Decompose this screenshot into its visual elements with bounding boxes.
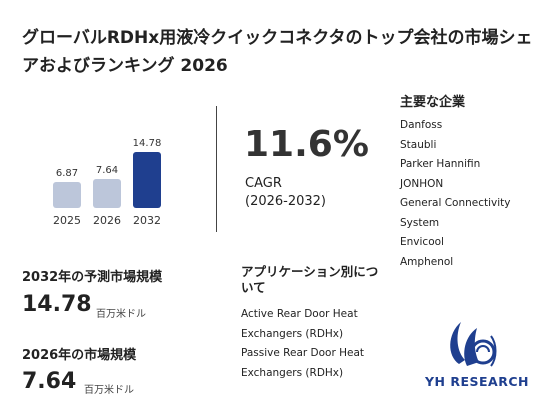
applications-title: アプリケーション別について xyxy=(241,264,379,295)
bar-value-label: 6.87 xyxy=(56,168,78,179)
bar-2026 xyxy=(93,179,121,208)
market-2032-value: 14.78 xyxy=(22,292,92,317)
cagr-value: 11.6% xyxy=(244,124,369,165)
divider xyxy=(216,106,217,232)
company-item: System xyxy=(400,216,440,229)
bar-value-label: 14.78 xyxy=(133,138,162,149)
application-item: Active Rear Door Heat Exchangers (RDHx) xyxy=(241,308,358,340)
logo-text: YH RESEARCH xyxy=(424,374,529,389)
cagr-label: CAGR xyxy=(245,176,282,191)
logo-icon xyxy=(450,322,497,367)
applications-list: Active Rear Door Heat Exchangers (RDHx) … xyxy=(241,305,391,383)
market-2032-label: 2032年の予測市場規模 xyxy=(22,270,163,285)
market-2026-label: 2026年の市場規模 xyxy=(22,348,137,363)
yh-research-logo: YH RESEARCH xyxy=(417,316,537,396)
bar-2025 xyxy=(53,181,81,208)
companies-list: Danfoss Staubli Parker Hannifin JONHON G… xyxy=(400,116,511,272)
application-item: Passive Rear Door Heat Exchangers (RDHx) xyxy=(241,347,365,379)
bar-category-label: 2032 xyxy=(133,214,161,227)
bar-value-label: 7.64 xyxy=(96,165,118,176)
company-item: Parker Hannifin xyxy=(400,158,481,170)
market-2026-unit: 百万米ドル xyxy=(84,385,134,396)
market-2026-value: 7.64 xyxy=(22,369,77,394)
cagr-period: (2026-2032) xyxy=(245,194,327,209)
page-title: グローバルRDHx用液冷クイックコネクタのトップ会社の市場シェアおよびランキング… xyxy=(22,28,533,76)
company-item: General Connectivity xyxy=(400,197,511,209)
company-item: Staubli xyxy=(400,138,437,151)
bar-category-label: 2026 xyxy=(93,214,121,227)
market-2032-unit: 百万米ドル xyxy=(96,309,146,320)
bar-category-label: 2025 xyxy=(53,214,81,227)
company-item: Amphenol xyxy=(400,255,454,268)
company-item: Danfoss xyxy=(400,119,443,131)
company-item: JONHON xyxy=(400,177,444,190)
bar-chart: 6.87 2025 7.64 2026 14.78 2032 xyxy=(53,138,162,227)
companies-title: 主要な企業 xyxy=(400,95,466,110)
company-item: Envicool xyxy=(400,236,444,248)
bar-2032 xyxy=(133,152,161,208)
